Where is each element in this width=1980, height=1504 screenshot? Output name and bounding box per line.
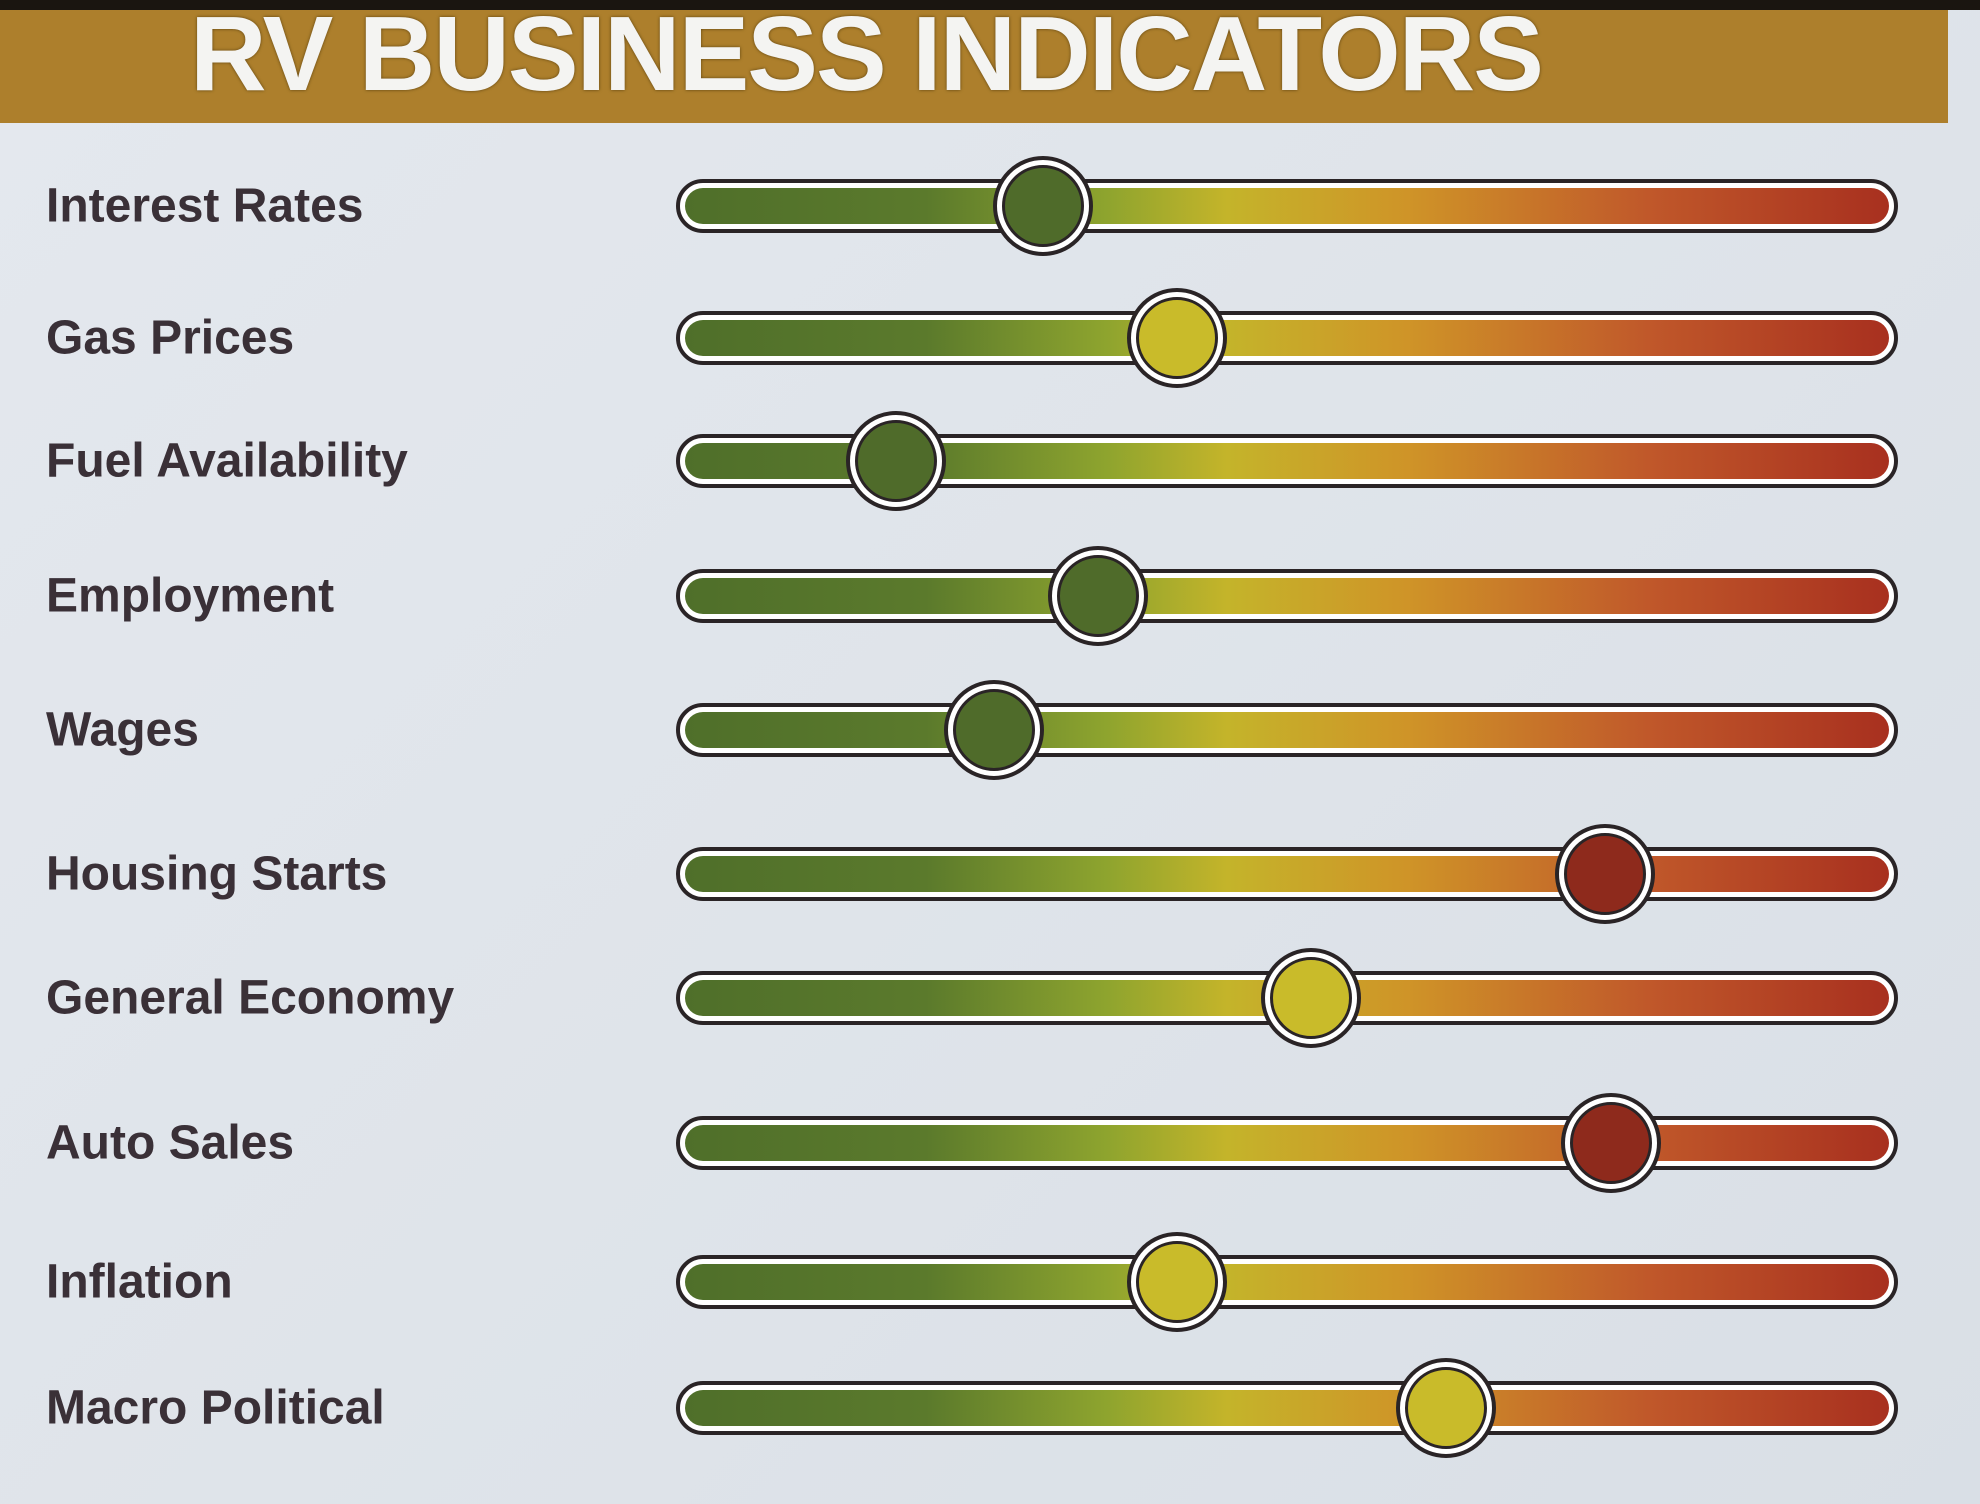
indicator-label: Interest Rates: [46, 179, 364, 233]
knob-face: [1404, 1367, 1487, 1449]
knob-face: [1001, 165, 1084, 247]
gradient-fill: [685, 1390, 1889, 1426]
indicator-slider-knob[interactable]: [1554, 824, 1655, 924]
indicator-slider-knob[interactable]: [1127, 288, 1228, 388]
knob-face: [854, 420, 937, 502]
knob-face: [1270, 957, 1353, 1039]
knob-face: [952, 689, 1035, 771]
gradient-fill: [685, 712, 1889, 748]
indicator-label: Wages: [46, 703, 199, 757]
gradient-fill: [685, 578, 1889, 614]
header-banner: RV BUSINESS INDICATORS: [0, 0, 1948, 123]
indicator-slider-track[interactable]: [676, 847, 1898, 901]
gradient-fill: [685, 1264, 1889, 1300]
gradient-fill: [685, 856, 1889, 892]
gradient-fill: [685, 1125, 1889, 1161]
indicator-label: Employment: [46, 569, 335, 623]
indicator-slider-track[interactable]: [676, 311, 1898, 365]
indicator-label: Fuel Availability: [46, 434, 408, 488]
indicator-label: Macro Political: [46, 1381, 385, 1435]
top-edge: [0, 0, 1980, 10]
knob-face: [1056, 555, 1139, 637]
page-title: RV BUSINESS INDICATORS: [190, 0, 1544, 113]
indicator-slider-track[interactable]: [676, 703, 1898, 757]
knob-face: [1569, 1102, 1652, 1184]
indicator-slider-knob[interactable]: [992, 156, 1093, 256]
indicator-label: Auto Sales: [46, 1116, 295, 1170]
indicator-slider-knob[interactable]: [1047, 546, 1148, 646]
indicator-slider-track[interactable]: [676, 569, 1898, 623]
indicator-slider-knob[interactable]: [943, 680, 1044, 780]
indicator-slider-knob[interactable]: [1127, 1232, 1228, 1332]
gradient-fill: [685, 320, 1889, 356]
knob-face: [1563, 833, 1646, 915]
indicator-slider-track[interactable]: [676, 1381, 1898, 1435]
indicator-label: Inflation: [46, 1255, 233, 1309]
indicator-label: General Economy: [46, 971, 455, 1025]
indicator-slider-knob[interactable]: [845, 411, 946, 511]
indicator-label: Gas Prices: [46, 311, 295, 365]
knob-face: [1136, 297, 1219, 379]
indicator-slider-knob[interactable]: [1261, 948, 1362, 1048]
knob-face: [1136, 1241, 1219, 1323]
indicator-slider-knob[interactable]: [1395, 1358, 1496, 1458]
indicator-slider-track[interactable]: [676, 1255, 1898, 1309]
indicator-label: Housing Starts: [46, 847, 388, 901]
indicator-slider-track[interactable]: [676, 179, 1898, 233]
indicator-slider-knob[interactable]: [1560, 1093, 1661, 1193]
indicator-slider-track[interactable]: [676, 1116, 1898, 1170]
gradient-fill: [685, 188, 1889, 224]
